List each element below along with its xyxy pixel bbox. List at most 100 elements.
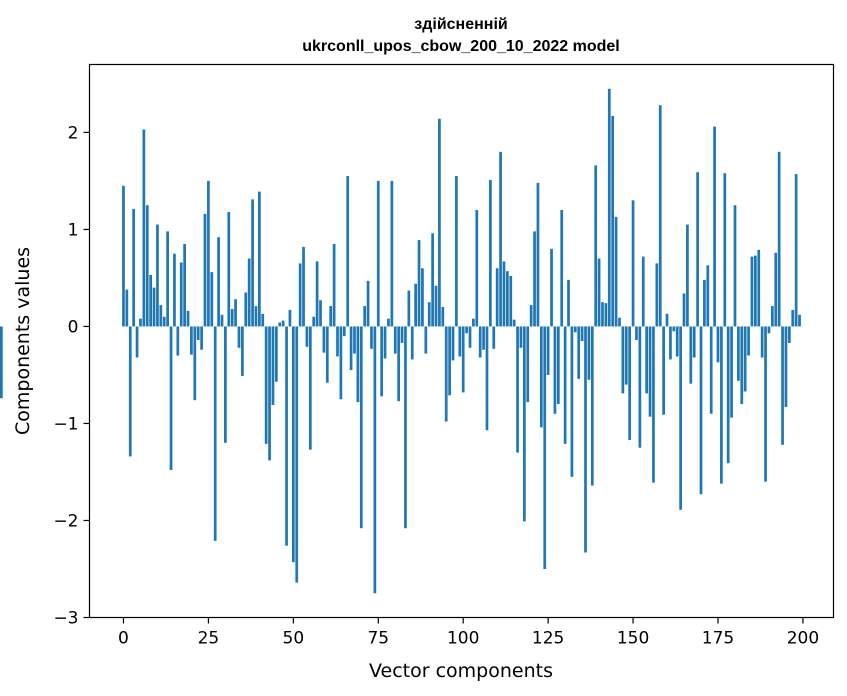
- bar-component-27: [213, 326, 217, 541]
- plot-frame: [88, 63, 835, 619]
- bar-component-93: [438, 118, 441, 327]
- bar-component-44: [271, 326, 275, 406]
- bar-component-113: [506, 271, 509, 327]
- bar-component-153: [641, 256, 645, 327]
- bar-component-145: [614, 216, 618, 327]
- bar-component-177: [723, 173, 727, 327]
- bar-component-190: [767, 326, 771, 334]
- bar-component-6: [142, 129, 146, 327]
- bar-component-160: [665, 313, 669, 327]
- bar-component-74: [373, 326, 377, 594]
- bar-component-185: [750, 256, 754, 327]
- bar-component-94: [441, 307, 445, 327]
- bar-component-76: [380, 326, 384, 397]
- bar-component-30: [224, 326, 227, 443]
- bar-component-101: [465, 326, 468, 334]
- bar-component-92: [434, 285, 438, 327]
- bar-component-97: [451, 326, 455, 361]
- bar-component-127: [553, 326, 557, 414]
- bar-component-148: [624, 326, 628, 385]
- bar-component-89: [424, 326, 428, 354]
- y-tick-label: −3: [53, 609, 78, 629]
- bar-component-138: [590, 326, 594, 486]
- x-tick-label: 75: [367, 629, 389, 649]
- bar-component-60: [325, 326, 329, 383]
- bar-component-161: [669, 326, 672, 360]
- x-tick-label: 50: [283, 629, 305, 649]
- bar-component-105: [478, 326, 482, 358]
- bar-component-174: [713, 126, 716, 327]
- x-tick-label: 125: [532, 629, 564, 649]
- bar-component-152: [638, 326, 642, 448]
- bar-component-137: [587, 326, 591, 380]
- bar-component-116: [516, 326, 519, 453]
- bar-component-110: [495, 268, 499, 327]
- bar-component-123: [539, 326, 543, 428]
- bar-component-50: [291, 326, 295, 563]
- bar-component-176: [720, 326, 723, 484]
- bar-component-12: [162, 316, 166, 327]
- bar-component-69: [356, 326, 360, 403]
- bar-component-197: [791, 309, 795, 327]
- bar-component-59: [322, 326, 326, 353]
- bar-component-128: [556, 326, 560, 405]
- bar-component-15: [173, 253, 176, 327]
- bar-component-79: [390, 180, 394, 327]
- bar-component-129: [560, 210, 564, 327]
- bar-component-86: [414, 283, 417, 327]
- bar-component-64: [339, 326, 343, 400]
- bar-component-58: [319, 300, 322, 327]
- bar-component-108: [489, 179, 492, 327]
- bar-component-140: [597, 258, 601, 327]
- x-axis-ticks: 0 25 50 75 100 125 150 175 200: [118, 617, 819, 649]
- bar-component-147: [621, 326, 625, 394]
- bar-component-141: [601, 302, 604, 327]
- bar-component-47: [281, 320, 285, 327]
- bar-component-169: [696, 172, 699, 327]
- bar-component-133: [573, 326, 577, 333]
- bar-component-17: [179, 262, 183, 327]
- bar-component-99: [458, 326, 462, 357]
- bar-component-23: [200, 326, 203, 350]
- bar-component-144: [611, 115, 615, 327]
- bar-component-184: [747, 326, 750, 356]
- bar-component-51: [295, 326, 299, 583]
- bar-component-54: [305, 326, 309, 347]
- bar-component-167: [689, 326, 693, 384]
- bar-component-173: [709, 326, 713, 414]
- bar-component-20: [190, 326, 193, 355]
- bar-component-65: [342, 326, 346, 337]
- bar-component-180: [733, 205, 737, 327]
- x-tick-label: 25: [198, 629, 220, 649]
- bar-component-1: [125, 289, 129, 327]
- bar-component-150: [631, 200, 635, 327]
- bar-component-131: [567, 279, 570, 327]
- bar-component-21: [193, 326, 197, 401]
- bar-component-36: [244, 292, 248, 327]
- bar-component-198: [794, 174, 798, 327]
- bar-component-142: [604, 303, 608, 327]
- bar-component-199: [798, 314, 801, 327]
- bar-component-42: [264, 326, 268, 444]
- bars-group: [0, 88, 801, 594]
- x-tick-label: 0: [118, 629, 129, 649]
- chart-title-line-2: ukrconll_upos_cbow_200_10_2022 model: [302, 38, 619, 55]
- bar-component-96: [448, 326, 451, 396]
- bar-component-66: [346, 176, 350, 327]
- bar-component-156: [652, 326, 655, 483]
- bar-component-120: [529, 305, 533, 327]
- bar-component-0: [122, 185, 125, 327]
- bar-component-154: [645, 326, 649, 394]
- bar-component-22: [196, 326, 200, 341]
- bar-component-188: [760, 326, 764, 358]
- bar-component-194: [781, 326, 784, 445]
- bar-component-196: [787, 326, 791, 343]
- bar-component-46: [278, 322, 282, 327]
- bar-component-11: [159, 305, 163, 327]
- bar-component-9: [152, 287, 156, 327]
- bar-component-102: [468, 326, 472, 348]
- bar-component-31: [227, 211, 231, 327]
- bar-component-16: [176, 326, 180, 356]
- bar-component-91: [431, 233, 434, 327]
- x-tick-label: 175: [702, 629, 734, 649]
